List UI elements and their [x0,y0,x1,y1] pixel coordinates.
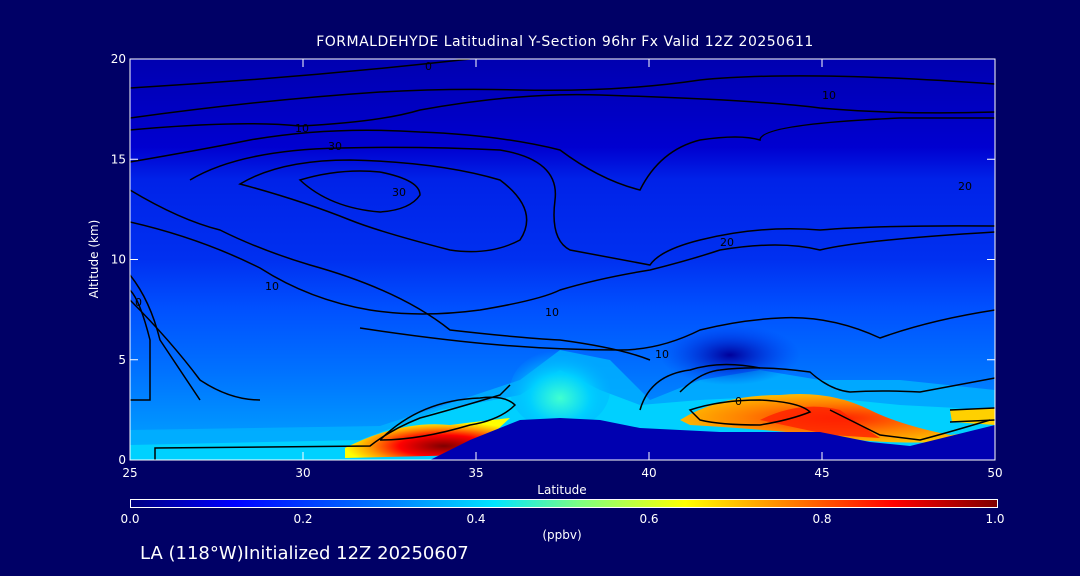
y-tick-label: 5 [118,353,126,367]
y-tick-label: 15 [111,152,126,166]
contour-label: 0 [425,60,432,73]
colorbar-tick-label: 0.4 [466,512,486,526]
x-tick-label: 35 [468,466,483,480]
contour-label: 20 [958,180,972,193]
contour-label: 20 [720,236,734,249]
contour-label: 30 [392,186,406,199]
terrain-mask [430,418,995,460]
contour-label: 0 [735,395,742,408]
colorbar-units: (ppbv) [542,528,582,542]
x-axis: 25 30 35 40 45 50 [122,59,1003,480]
y-axis-title: Altitude (km) [87,220,101,299]
colorbar [130,499,998,508]
contour-lines [130,59,995,460]
x-axis-title: Latitude [537,483,586,497]
colorbar-tick-label: 0.8 [812,512,832,526]
x-tick-label: 40 [641,466,656,480]
contour-label: 10 [265,280,279,293]
x-tick-label: 45 [814,466,829,480]
y-tick-label: 0 [118,453,126,467]
x-tick-label: 25 [122,466,137,480]
x-tick-label: 30 [295,466,310,480]
x-tick-label: 50 [987,466,1002,480]
contour-label: 10 [655,348,669,361]
contour-label: 10 [295,122,309,135]
footer-caption: LA (118°W)Initialized 12Z 20250607 [140,543,469,564]
contour-label: 0 [135,296,142,309]
colorbar-tick-label: 0.0 [120,512,140,526]
contour-label: 10 [545,306,559,319]
y-tick-label: 20 [111,52,126,66]
contour-label: 10 [822,89,836,102]
colorbar-tick-label: 0.2 [293,512,313,526]
y-axis: 0 5 10 15 20 [111,52,995,467]
chart-title: FORMALDEHYDE Latitudinal Y-Section 96hr … [316,34,814,50]
colorbar-tick-label: 1.0 [985,512,1005,526]
contour-label: 30 [328,140,342,153]
colorbar-tick-label: 0.6 [639,512,659,526]
y-tick-label: 10 [111,253,126,267]
contour-label-group: 0 0 0 10 10 10 10 10 20 20 30 30 [135,60,972,408]
